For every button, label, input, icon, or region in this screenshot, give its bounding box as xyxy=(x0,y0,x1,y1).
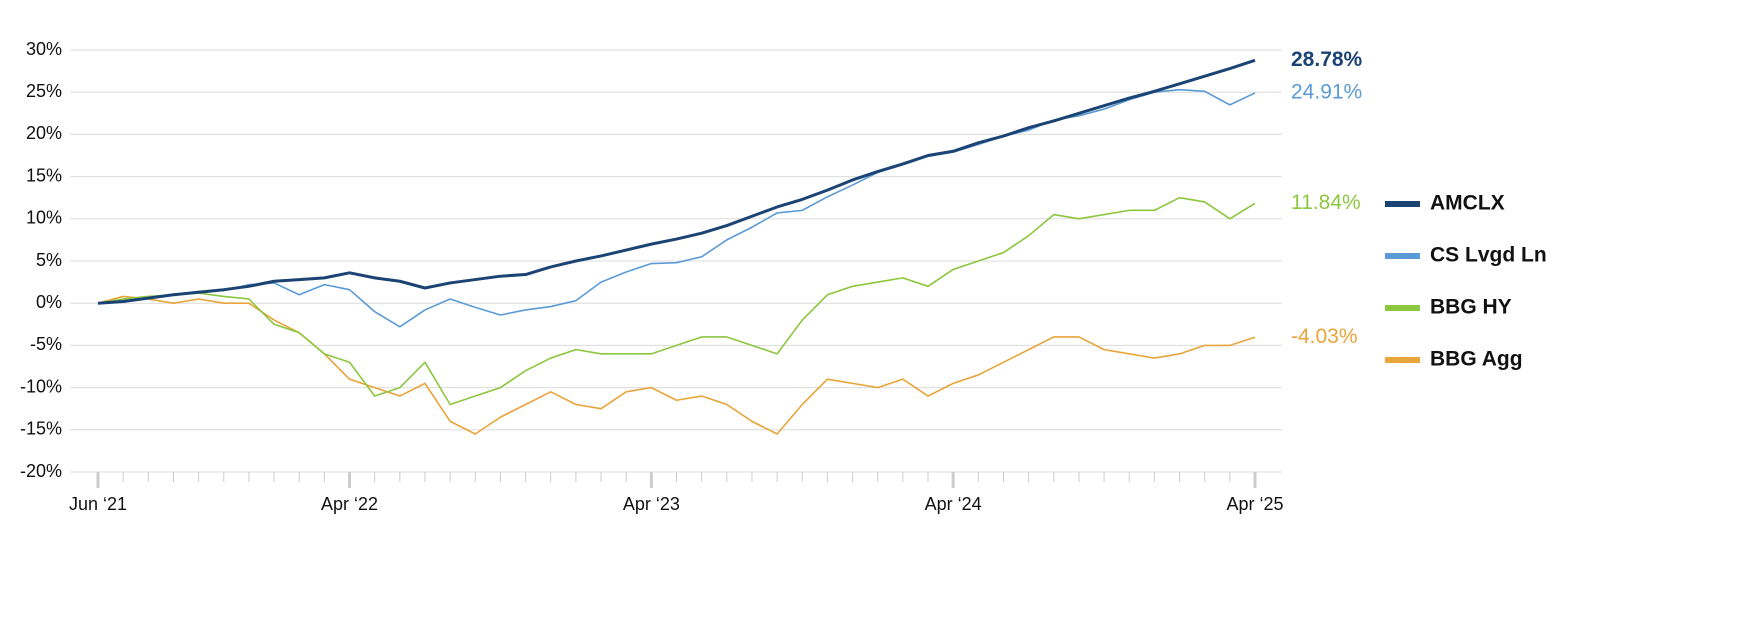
end-label: -4.03% xyxy=(1291,325,1358,348)
y-tick-label: -20% xyxy=(20,461,62,481)
y-tick-label: -10% xyxy=(20,376,62,396)
series-line xyxy=(97,295,1256,435)
series-line xyxy=(97,196,1256,406)
end-label: 11.84% xyxy=(1291,191,1361,214)
x-tick-label: Apr ‘25 xyxy=(1226,494,1283,514)
y-tick-label: 5% xyxy=(36,250,62,270)
legend-label: CS Lvgd Ln xyxy=(1430,244,1547,267)
y-tick-label: 25% xyxy=(26,81,62,101)
x-tick-label: Apr ‘22 xyxy=(321,494,378,514)
y-tick-label: -5% xyxy=(30,334,62,354)
legend-swatch xyxy=(1385,357,1420,363)
y-tick-label: 20% xyxy=(26,123,62,143)
series-line xyxy=(97,58,1256,305)
y-tick-label: 15% xyxy=(26,165,62,185)
y-tick-label: -15% xyxy=(20,419,62,439)
x-tick-label: Apr ‘23 xyxy=(623,494,680,514)
x-tick-label: Jun ‘21 xyxy=(69,494,127,514)
y-tick-label: 10% xyxy=(26,208,62,228)
series-line xyxy=(97,88,1256,328)
x-tick-label: Apr ‘24 xyxy=(925,494,982,514)
legend-swatch xyxy=(1385,305,1420,311)
legend-swatch xyxy=(1385,253,1420,259)
legend-label: BBG HY xyxy=(1430,296,1512,319)
end-label: 28.78% xyxy=(1291,48,1363,71)
legend-label: BBG Agg xyxy=(1430,348,1523,371)
y-tick-label: 0% xyxy=(36,292,62,312)
end-label: 24.91% xyxy=(1291,81,1362,104)
y-tick-label: 30% xyxy=(26,39,62,59)
legend-label: AMCLX xyxy=(1430,192,1505,215)
legend-swatch xyxy=(1385,201,1420,207)
